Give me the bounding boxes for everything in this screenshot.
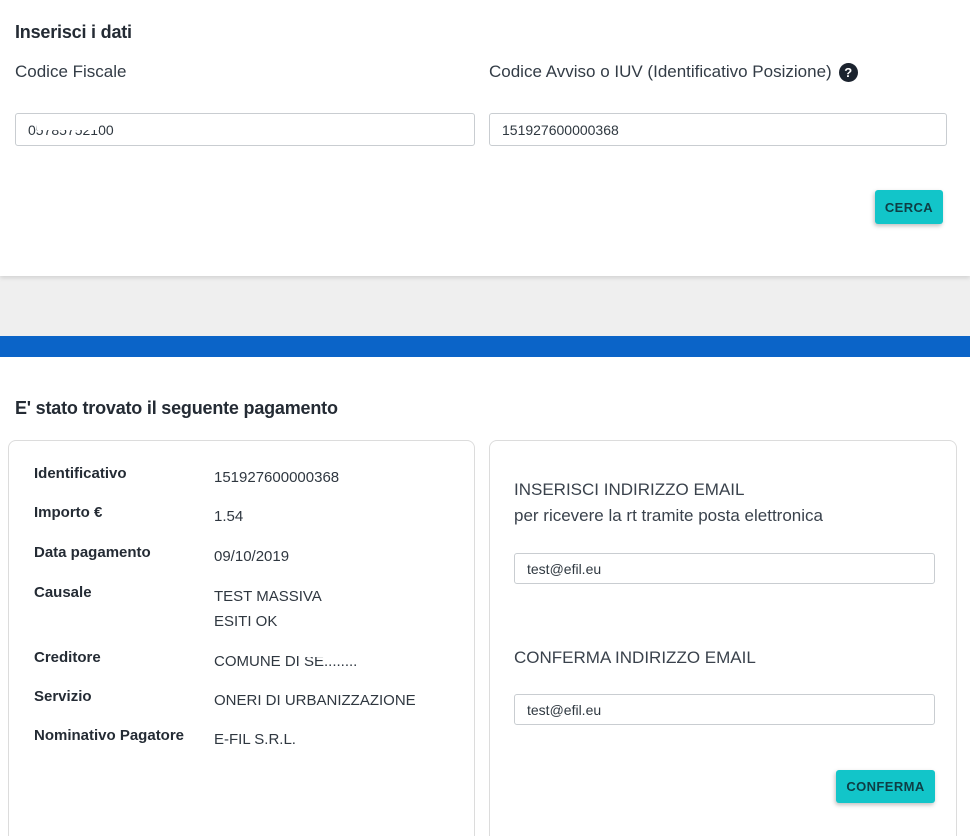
row-value: 151927600000368 bbox=[214, 469, 340, 486]
search-section-title: Inserisci i dati bbox=[15, 22, 132, 42]
row-value: ONERI DI URBANIZZAZIONE bbox=[214, 692, 416, 709]
row-value: TEST MASSIVA ESITI OK bbox=[214, 588, 322, 630]
conferma-button[interactable]: CONFERMA bbox=[836, 770, 935, 803]
row-value: 09/10/2019 bbox=[214, 548, 290, 565]
insert-email-title: INSERISCI INDIRIZZO EMAIL bbox=[514, 480, 745, 499]
email-input[interactable] bbox=[514, 553, 935, 584]
row-value: E-FIL S.R.L. bbox=[214, 731, 296, 748]
row-label: Causale bbox=[34, 584, 92, 601]
codice-avviso-input[interactable] bbox=[489, 113, 947, 146]
row-label: Identificativo bbox=[34, 465, 127, 482]
cerca-button[interactable]: CERCA bbox=[875, 190, 943, 224]
search-section: Inserisci i dati Codice Fiscale Codice A… bbox=[0, 0, 970, 276]
email-form-card: INSERISCI INDIRIZZO EMAIL per ricevere l… bbox=[489, 440, 957, 836]
codice-avviso-label: Codice Avviso o IUV (Identificativo Posi… bbox=[489, 62, 832, 81]
codice-fiscale-input-wrap bbox=[15, 113, 475, 146]
codice-fiscale-input[interactable] bbox=[15, 113, 475, 146]
email-input-wrap bbox=[514, 553, 935, 584]
row-value: COMUNE DI SE........ bbox=[214, 647, 358, 674]
insert-email-subtitle: per ricevere la rt tramite posta elettro… bbox=[514, 506, 823, 525]
confirm-email-input-wrap bbox=[514, 694, 935, 725]
creditore-visible-part: COMUNE DI bbox=[214, 653, 304, 670]
gray-separator-band bbox=[0, 276, 970, 336]
confirm-email-input[interactable] bbox=[514, 694, 935, 725]
codice-fiscale-label: Codice Fiscale bbox=[15, 62, 127, 81]
creditore-redacted-part: SE........ bbox=[304, 647, 358, 674]
row-label: Nominativo Pagatore bbox=[34, 727, 185, 744]
codice-avviso-input-wrap bbox=[489, 113, 947, 146]
email-intro-block: INSERISCI INDIRIZZO EMAIL per ricevere l… bbox=[514, 477, 823, 529]
result-section-title: E' stato trovato il seguente pagamento bbox=[15, 398, 338, 418]
row-label: Data pagamento bbox=[34, 544, 151, 561]
row-label: Importo € bbox=[34, 504, 103, 521]
codice-avviso-label-row: Codice Avviso o IUV (Identificativo Posi… bbox=[489, 62, 858, 82]
row-value: 1.54 bbox=[214, 508, 244, 525]
row-label: Creditore bbox=[34, 649, 101, 666]
confirm-email-title: CONFERMA INDIRIZZO EMAIL bbox=[514, 648, 756, 667]
payment-details-card: Identificativo 151927600000368 Importo €… bbox=[8, 440, 475, 836]
blue-separator-band bbox=[0, 336, 970, 357]
help-icon[interactable]: ? bbox=[838, 62, 858, 82]
row-label: Servizio bbox=[34, 688, 92, 705]
